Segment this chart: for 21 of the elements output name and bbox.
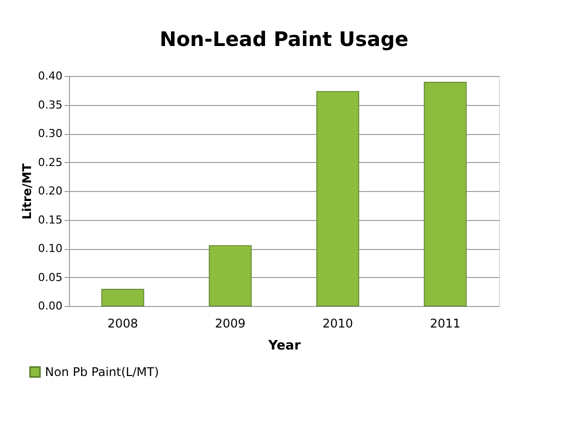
y-tick-label: 0.00 (38, 300, 62, 312)
y-tick-label: 0.10 (38, 242, 62, 255)
bar (101, 288, 144, 306)
y-tick-label: 0.20 (38, 184, 62, 198)
chart-title: Non-Lead Paint Usage (160, 27, 408, 51)
y-tick-label: 0.25 (38, 156, 62, 169)
x-tick-label: 2010 (322, 316, 354, 330)
x-axis-title: Year (267, 338, 302, 354)
y-tick-label: 0.15 (38, 213, 62, 226)
x-tick-label: 2011 (430, 316, 461, 330)
bar (316, 91, 360, 306)
y-tick-label: 0.40 (38, 70, 62, 82)
x-tick-label: 2008 (107, 316, 138, 330)
bar (208, 245, 252, 306)
bar (424, 82, 467, 306)
x-tick-label: 2009 (214, 316, 246, 330)
y-tick-label: 0.05 (38, 270, 62, 284)
y-tick-label: 0.30 (38, 127, 62, 140)
y-tick-label: 0.35 (38, 98, 62, 112)
legend-label: Non Pb Paint(L/MT) (45, 365, 159, 379)
y-axis-title: Litre/MT (20, 162, 34, 220)
